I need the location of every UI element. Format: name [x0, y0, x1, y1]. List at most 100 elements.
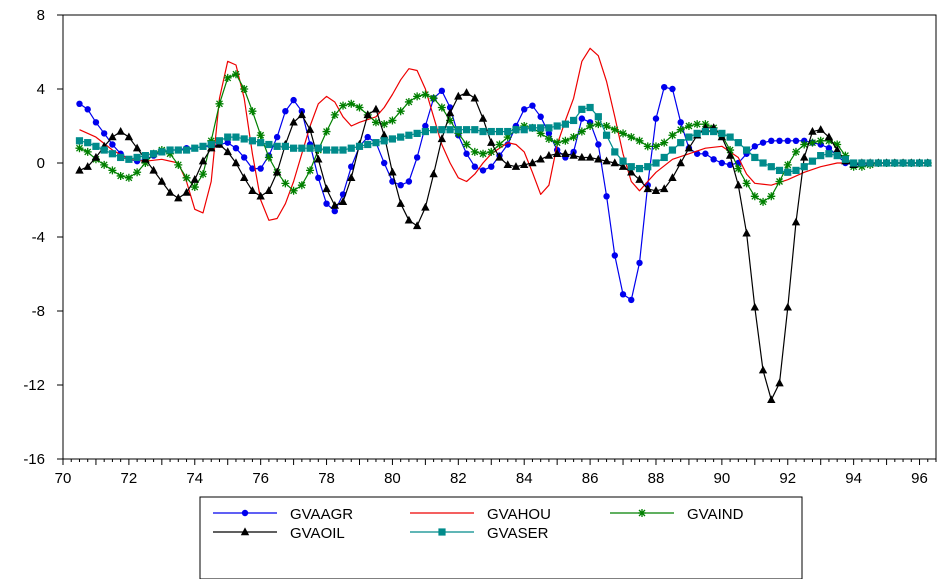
point-gvaoil [808, 126, 817, 135]
point-gvaagr [273, 133, 281, 141]
point-gvaagr [603, 193, 610, 200]
point-gvaser [537, 124, 545, 132]
point-gvaser [199, 142, 207, 150]
point-gvaagr [257, 165, 264, 172]
point-gvaoil [412, 221, 422, 230]
point-gvaind [668, 131, 677, 140]
point-gvaind [289, 186, 298, 195]
point-gvaoil [618, 162, 628, 170]
point-gvaoil [363, 110, 372, 119]
series-gvaagr [76, 83, 931, 304]
point-gvaind [643, 142, 652, 151]
point-gvaind [413, 92, 422, 101]
point-gvaser [364, 140, 372, 149]
point-gvaoil [314, 154, 323, 163]
point-gvaagr [290, 96, 297, 104]
x-tick-label: 82 [450, 470, 467, 487]
point-gvaind [75, 144, 84, 153]
point-gvaser [438, 126, 446, 134]
point-gvaind [223, 73, 232, 82]
point-gvaagr [109, 141, 116, 148]
point-gvaser [421, 127, 429, 136]
point-gvaser [504, 127, 512, 136]
legend-item-gvahou: GVAHOU [410, 506, 551, 523]
point-gvaser [84, 139, 92, 147]
point-gvaind [462, 140, 471, 149]
point-gvaser [710, 127, 718, 136]
point-gvaser [479, 127, 487, 136]
point-gvaagr [84, 106, 91, 113]
point-gvaser [528, 124, 537, 132]
point-gvaagr [224, 139, 231, 146]
point-gvaser [553, 122, 561, 130]
point-gvaser [602, 131, 611, 139]
point-gvaind [479, 149, 488, 158]
point-gvaoil [338, 197, 348, 206]
point-gvaagr [100, 130, 108, 137]
legend-item-gvaind: GVAIND [610, 506, 744, 523]
point-gvaoil [758, 365, 768, 374]
point-gvaoil [256, 191, 265, 200]
point-gvaind [141, 159, 150, 167]
point-gvaagr [249, 165, 256, 172]
point-gvaoil [487, 138, 496, 146]
point-gvaind [174, 160, 183, 169]
point-gvaagr [578, 115, 586, 122]
point-gvaser [117, 153, 125, 162]
point-gvaser [413, 129, 421, 137]
point-gvaser [817, 152, 825, 160]
point-gvaoil [231, 158, 241, 167]
point-gvaser [149, 150, 158, 158]
point-gvaser [454, 126, 462, 134]
point-gvaoil [791, 217, 801, 226]
point-gvaser [512, 126, 520, 134]
point-gvaser [701, 127, 709, 136]
point-gvaagr [825, 145, 833, 152]
point-gvaind [215, 99, 224, 108]
axis-layer: 70 72 74 76 78 80 82 84 86 88 90 92 94 96840-4-8-12-1… [23, 7, 937, 487]
point-gvaagr [397, 182, 404, 189]
point-gvaind [330, 110, 339, 119]
point-gvaagr [636, 259, 643, 267]
point-gvaser [495, 127, 504, 136]
point-gvaind [388, 116, 397, 125]
point-gvaoil [816, 125, 825, 133]
point-gvaoil [165, 188, 175, 196]
point-gvaoil [544, 151, 554, 159]
point-gvaoil [108, 132, 117, 141]
point-gvaind [404, 97, 413, 106]
point-gvaoil [174, 193, 183, 202]
point-gvaind [421, 90, 430, 99]
x-tick-label: 96 [911, 470, 928, 487]
point-gvaoil [182, 188, 191, 196]
point-gvaind [166, 149, 175, 158]
point-gvaagr [521, 106, 528, 113]
point-gvaind [750, 192, 759, 201]
point-gvaoil [569, 151, 578, 159]
point-gvaagr [652, 115, 660, 122]
point-gvaind [264, 153, 273, 162]
point-gvaagr [718, 159, 726, 167]
point-gvaind [347, 99, 356, 108]
point-gvaoil [734, 180, 743, 189]
point-gvaagr [282, 108, 289, 115]
point-gvaser [265, 140, 273, 149]
point-gvaser [100, 146, 108, 154]
point-gvaoil [445, 108, 455, 117]
point-gvaind [207, 136, 216, 145]
point-gvaind [339, 101, 348, 110]
point-gvaoil [404, 215, 414, 224]
point-gvaoil [660, 184, 669, 193]
point-gvaagr [669, 85, 676, 93]
point-gvaagr [595, 141, 602, 148]
point-gvaser [924, 159, 932, 167]
series-gvahou [79, 47, 928, 221]
point-gvaagr [488, 163, 495, 170]
x-tick-label: 90 [714, 470, 731, 487]
point-gvaind [775, 177, 784, 186]
point-gvaind [536, 129, 545, 138]
point-gvaoil [610, 158, 620, 167]
point-gvaser [841, 155, 850, 163]
point-gvaind [693, 120, 702, 129]
point-gvaoil [627, 167, 636, 176]
